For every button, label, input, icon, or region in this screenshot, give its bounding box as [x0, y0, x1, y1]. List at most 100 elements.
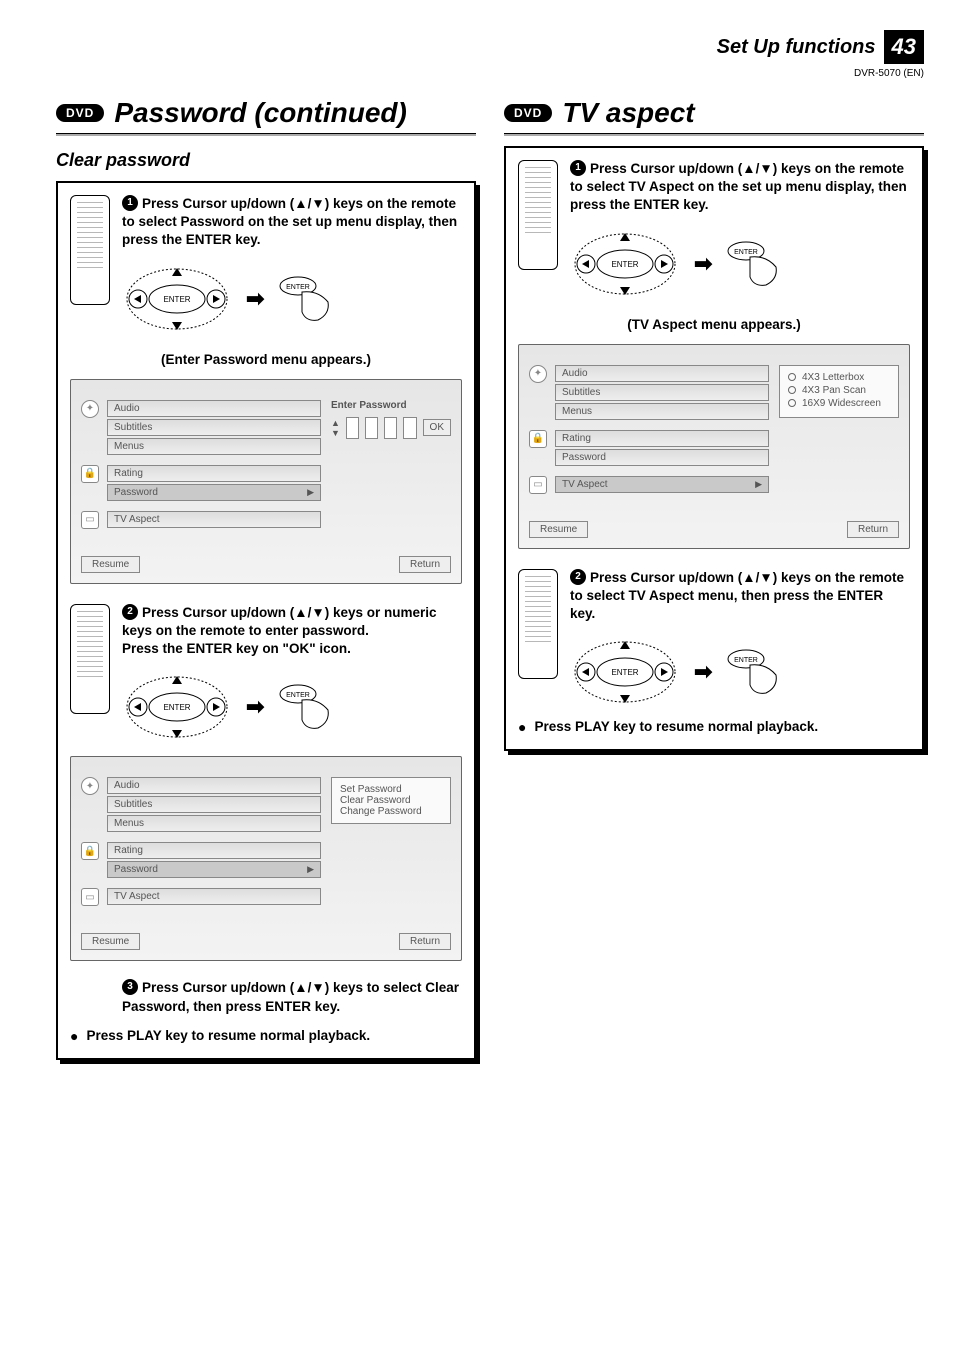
pw-cell [346, 417, 359, 439]
chevron-right-icon: ▶ [755, 479, 762, 490]
submenu-item: Change Password [340, 806, 442, 817]
resume-button: Resume [529, 521, 588, 538]
dpad-icon: ENTER [122, 672, 232, 742]
menu-item: Menus [555, 403, 769, 420]
hand-enter-icon: ENTER [278, 680, 338, 734]
dvd-badge: DVD [504, 104, 552, 122]
svg-text:ENTER: ENTER [287, 692, 311, 699]
r-step-num-2: 2 [570, 569, 586, 585]
menu-item-selected: Password▶ [107, 484, 321, 501]
menu-item: Menus [107, 815, 321, 832]
resume-button: Resume [81, 556, 140, 573]
arrow-icon: ➡ [246, 694, 264, 720]
step-2-text: 2Press Cursor up/down (▲/▼) keys or nume… [122, 604, 462, 640]
submenu: Set Password Clear Password Change Passw… [331, 777, 451, 824]
lock-icon: 🔒 [81, 842, 99, 860]
divider [56, 133, 476, 136]
menu-appears-1: (Enter Password menu appears.) [70, 352, 462, 367]
menu-item: Subtitles [107, 419, 321, 436]
right-column: DVD TV aspect 1Press Cursor up/down (▲/▼… [504, 97, 924, 1060]
chevron-right-icon: ▶ [307, 864, 314, 875]
step-1-body: Press Cursor up/down (▲/▼) keys on the r… [122, 196, 457, 247]
left-step-2: 2Press Cursor up/down (▲/▼) keys or nume… [70, 604, 462, 743]
menu-item: Audio [107, 400, 321, 417]
resume-button: Resume [81, 933, 140, 950]
r-step-1-text: 1Press Cursor up/down (▲/▼) keys on the … [570, 160, 910, 215]
left-footer-bullet: ●Press PLAY key to resume normal playbac… [70, 1028, 462, 1044]
r-step-2-body: Press Cursor up/down (▲/▼) keys on the r… [570, 570, 904, 621]
lock-icon: 🔒 [529, 430, 547, 448]
submenu-item: Clear Password [340, 795, 442, 806]
dpad-icon: ENTER [122, 264, 232, 334]
return-button: Return [847, 521, 899, 538]
menu-item: TV Aspect [107, 511, 321, 528]
step-3-text: 3Press Cursor up/down (▲/▼) keys to sele… [122, 979, 462, 1015]
svg-text:ENTER: ENTER [735, 249, 759, 256]
chevron-right-icon: ▶ [307, 487, 314, 498]
step-num-2: 2 [122, 604, 138, 620]
submenu-item: 4X3 Pan Scan [788, 385, 890, 396]
dpad-icon: ENTER [570, 229, 680, 299]
menu-item: Rating [107, 465, 321, 482]
left-panel: 1Press Cursor up/down (▲/▼) keys on the … [56, 181, 476, 1060]
menu-item: Audio [555, 365, 769, 382]
r-step-1-body: Press Cursor up/down (▲/▼) keys on the r… [570, 161, 907, 212]
r-menu-appears: (TV Aspect menu appears.) [518, 317, 910, 332]
step-1-text: 1Press Cursor up/down (▲/▼) keys on the … [122, 195, 462, 250]
left-section-title: Password (continued) [114, 97, 406, 129]
menu-item: Subtitles [107, 796, 321, 813]
left-step-1: 1Press Cursor up/down (▲/▼) keys on the … [70, 195, 462, 334]
left-column: DVD Password (continued) Clear password … [56, 97, 476, 1060]
right-section-title: TV aspect [562, 97, 694, 129]
left-step-3: 3Press Cursor up/down (▲/▼) keys to sele… [70, 979, 462, 1015]
left-subtitle: Clear password [56, 150, 476, 171]
enter-password-label: Enter Password [331, 400, 451, 411]
arrow-icon: ➡ [694, 251, 712, 277]
r-step-num-1: 1 [570, 160, 586, 176]
left-footer-text: Press PLAY key to resume normal playback… [86, 1028, 370, 1044]
arrow-icon: ➡ [246, 286, 264, 312]
svg-text:ENTER: ENTER [611, 260, 638, 269]
svg-text:ENTER: ENTER [163, 295, 190, 304]
remote-icon [70, 604, 110, 714]
header-section: Set Up functions [717, 36, 876, 59]
step-num-3: 3 [122, 979, 138, 995]
menu-item: Audio [107, 777, 321, 794]
lang-icon: ✦ [81, 777, 99, 795]
right-step-1: 1Press Cursor up/down (▲/▼) keys on the … [518, 160, 910, 299]
menu-item: TV Aspect [107, 888, 321, 905]
right-panel: 1Press Cursor up/down (▲/▼) keys on the … [504, 146, 924, 751]
menu-item: Rating [107, 842, 321, 859]
menu-item: Menus [107, 438, 321, 455]
step-2-body: Press Cursor up/down (▲/▼) keys or numer… [122, 605, 437, 638]
page-header: Set Up functions 43 DVR-5070 (EN) [56, 30, 924, 79]
screen-password-menu: ✦ Audio Subtitles Menus 🔒 Rating Passwor… [70, 756, 462, 961]
return-button: Return [399, 933, 451, 950]
right-step-2: 2Press Cursor up/down (▲/▼) keys on the … [518, 569, 910, 708]
menu-item-selected: TV Aspect▶ [555, 476, 769, 493]
remote-icon [70, 195, 110, 305]
menu-item: Password [555, 449, 769, 466]
dvd-badge: DVD [56, 104, 104, 122]
hand-enter-icon: ENTER [726, 645, 786, 699]
model-code: DVR-5070 (EN) [56, 68, 924, 79]
arrow-icon: ➡ [694, 659, 712, 685]
menu-item: Subtitles [555, 384, 769, 401]
right-footer-text: Press PLAY key to resume normal playback… [534, 719, 818, 735]
submenu-item: 16X9 Widescreen [788, 398, 890, 409]
lang-icon: ✦ [529, 365, 547, 383]
svg-text:ENTER: ENTER [287, 284, 311, 291]
pw-cell [403, 417, 416, 439]
pw-cell [384, 417, 397, 439]
ok-button: OK [423, 419, 451, 436]
screen-tv-aspect: ✦ Audio Subtitles Menus 🔒 Rating Passwor… [518, 344, 910, 549]
pw-cell [365, 417, 378, 439]
submenu-item: 4X3 Letterbox [788, 372, 890, 383]
return-button: Return [399, 556, 451, 573]
password-entry: ▲▼ OK [331, 417, 451, 439]
hand-enter-icon: ENTER [278, 272, 338, 326]
hand-enter-icon: ENTER [726, 237, 786, 291]
r-step-2-text: 2Press Cursor up/down (▲/▼) keys on the … [570, 569, 910, 624]
menu-item-selected: Password▶ [107, 861, 321, 878]
remote-icon [518, 160, 558, 270]
